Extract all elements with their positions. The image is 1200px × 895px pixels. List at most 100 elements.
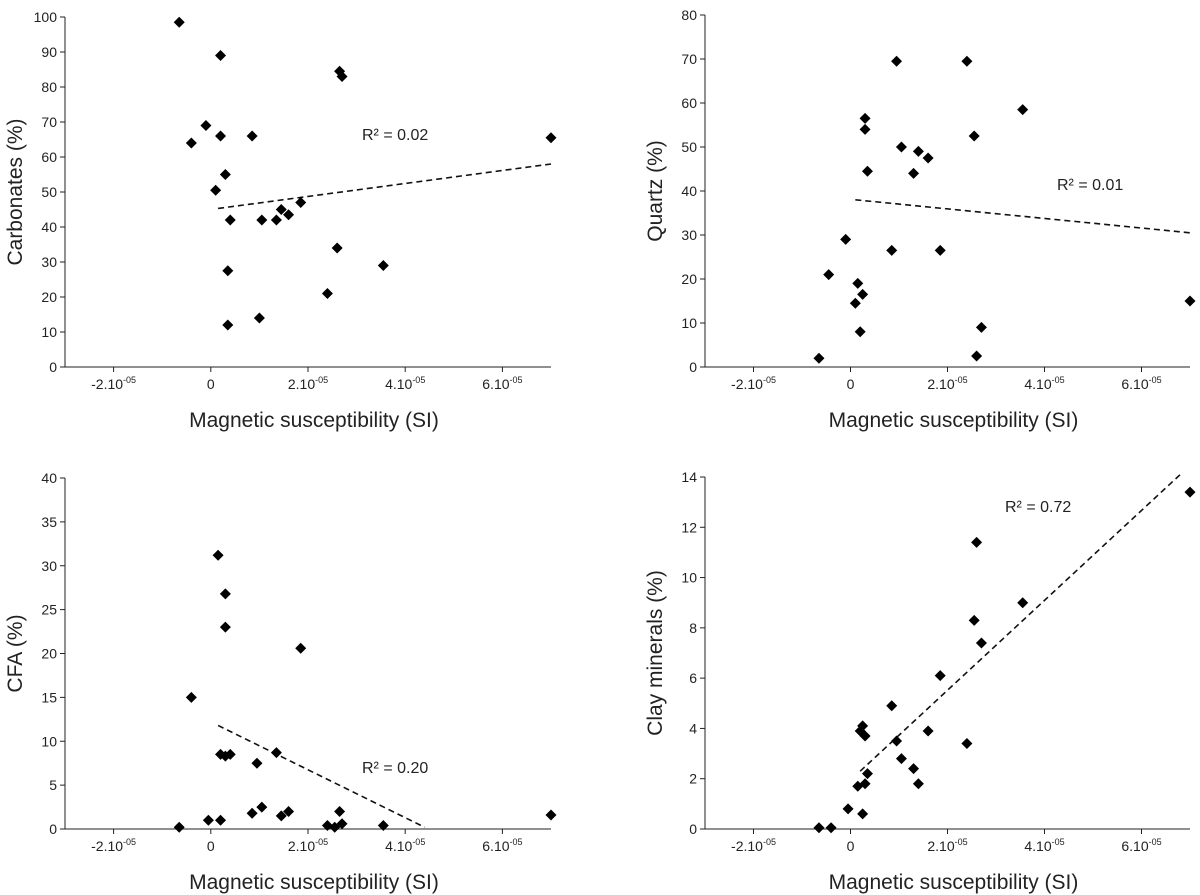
- x-tick-label: 4.10-05: [1024, 837, 1064, 854]
- clay-minerals-data-point: [922, 725, 934, 737]
- clay-minerals-data-point: [961, 738, 973, 750]
- clay-minerals-data-point: [859, 778, 871, 790]
- x-tick-mantissa: 6.10: [482, 838, 509, 854]
- x-tick-exponent: -05: [1052, 837, 1065, 847]
- carbonates-data-point: [331, 242, 343, 254]
- y-tick-label: 0: [689, 821, 697, 837]
- clay-minerals-data-point: [861, 768, 873, 780]
- carbonates-data-point: [283, 209, 295, 221]
- y-tick-label: 12: [681, 519, 697, 535]
- carbonates-data-point: [295, 197, 307, 208]
- quartz-data-point: [934, 244, 946, 256]
- x-tick-label: 4.10-05: [1024, 375, 1064, 392]
- y-tick-label: 80: [41, 79, 57, 95]
- quartz-data-point: [886, 244, 898, 256]
- quartz-data-point: [859, 112, 871, 124]
- quartz-data-point: [975, 321, 987, 333]
- x-tick-mantissa: 0: [207, 838, 215, 854]
- cfa-data-point: [219, 621, 231, 633]
- x-tick-exponent: -05: [763, 837, 776, 847]
- quartz-data-point: [813, 352, 825, 364]
- y-tick-label: 2: [689, 771, 697, 787]
- carbonates-data-point: [224, 214, 236, 226]
- y-axis-title: Carbonates (%): [4, 118, 27, 265]
- x-tick-mantissa: -2.10: [731, 376, 763, 392]
- x-axis-title: Magnetic susceptibility (SI): [829, 871, 1079, 894]
- quartz-data-point: [1017, 104, 1029, 116]
- y-tick-label: 4: [689, 720, 697, 736]
- carbonates-data-point: [222, 319, 234, 331]
- x-tick-label: 6.10-05: [482, 375, 522, 392]
- quartz-data-point: [961, 55, 973, 67]
- quartz-data-point: [849, 297, 861, 309]
- y-tick-label: 0: [49, 359, 57, 375]
- clay-minerals-data-point: [813, 822, 825, 834]
- x-tick-mantissa: -2.10: [91, 376, 123, 392]
- y-tick-label: 8: [689, 620, 697, 636]
- cfa-data-point: [377, 819, 389, 831]
- x-tick-mantissa: 0: [847, 838, 855, 854]
- x-tick-mantissa: 2.10: [288, 376, 315, 392]
- x-tick-label: 4.10-05: [385, 375, 425, 392]
- x-tick-label: 2.10-05: [927, 837, 967, 854]
- carbonates-data-point: [215, 50, 227, 61]
- y-tick-label: 70: [681, 51, 697, 67]
- quartz-data-point: [912, 145, 924, 157]
- x-tick-label: 0: [207, 838, 215, 854]
- y-tick-label: 20: [41, 289, 57, 305]
- y-tick-label: 0: [689, 359, 697, 375]
- x-tick-exponent: -05: [510, 375, 523, 385]
- clay-minerals-data-point: [857, 720, 869, 732]
- x-tick-exponent: -05: [1149, 837, 1162, 847]
- x-tick-mantissa: 6.10: [482, 376, 509, 392]
- trendline: [855, 199, 1191, 234]
- y-axis-title: CFA (%): [4, 614, 27, 692]
- y-tick-label: 40: [41, 219, 57, 235]
- clay-minerals-data-point: [1184, 486, 1196, 498]
- carbonates-data-point: [173, 16, 185, 28]
- carbonates-data-point: [321, 288, 333, 299]
- x-tick-mantissa: 4.10: [1024, 376, 1051, 392]
- y-tick-label: 50: [681, 139, 697, 155]
- quartz-data-point: [891, 55, 903, 67]
- cfa-data-point: [202, 814, 214, 826]
- x-tick-exponent: -05: [1149, 375, 1162, 385]
- quartz-data-point: [971, 350, 983, 362]
- x-tick-mantissa: 4.10: [1024, 838, 1051, 854]
- quartz-data-point: [968, 130, 980, 142]
- carbonates-data-point: [256, 214, 268, 226]
- x-tick-label: 6.10-05: [482, 837, 522, 854]
- x-tick-exponent: -05: [412, 375, 425, 385]
- carbonates-data-point: [219, 169, 231, 180]
- r-squared-label: R² = 0.02: [362, 127, 428, 144]
- trendline: [217, 724, 425, 828]
- y-tick-label: 80: [681, 7, 697, 23]
- y-tick-label: 35: [41, 514, 57, 530]
- carbonates-data-point: [200, 120, 212, 131]
- x-tick-exponent: -05: [955, 837, 968, 847]
- x-tick-label: -2.10-05: [91, 837, 136, 854]
- x-tick-mantissa: 0: [847, 376, 855, 392]
- cfa-data-point: [336, 818, 348, 830]
- x-tick-mantissa: 6.10: [1121, 376, 1148, 392]
- cfa-data-point: [173, 821, 185, 833]
- y-tick-label: 10: [681, 315, 697, 331]
- carbonates-data-point: [545, 132, 557, 144]
- x-tick-exponent: -05: [123, 375, 136, 385]
- cfa-data-point: [212, 549, 224, 561]
- quartz-data-point: [854, 326, 866, 338]
- x-tick-label: -2.10-05: [731, 837, 776, 854]
- quartz-data-point: [908, 167, 920, 179]
- x-tick-label: 6.10-05: [1121, 375, 1161, 392]
- carbonates-data-point: [253, 312, 265, 324]
- trendline: [217, 163, 552, 210]
- y-tick-label: 10: [41, 733, 57, 749]
- x-tick-label: 0: [207, 376, 215, 392]
- y-tick-label: 6: [689, 670, 697, 686]
- r-squared-label: R² = 0.20: [362, 760, 428, 777]
- carbonates-data-point: [210, 184, 222, 196]
